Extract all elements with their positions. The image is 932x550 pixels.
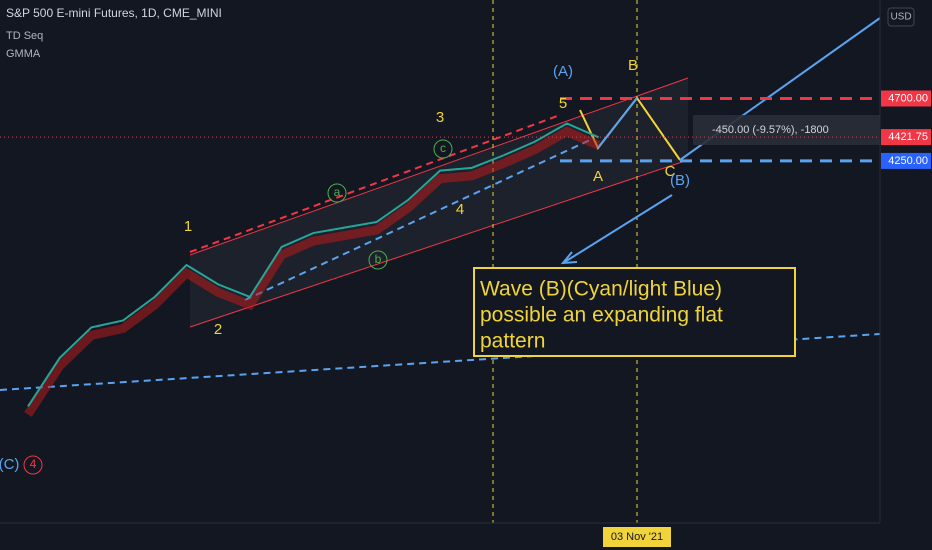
wave-b: [597, 97, 638, 149]
date-tag-label: 03 Nov '21: [611, 531, 663, 543]
marks: [0, 96, 880, 417]
wave-label: c: [440, 141, 446, 155]
wave-label: b: [375, 252, 382, 266]
arrow-head: [560, 251, 578, 265]
dashed-support: [244, 139, 591, 301]
wave-circle: [23, 455, 43, 475]
dashed-top: [189, 114, 561, 253]
wave-label: 1: [184, 218, 192, 235]
indicator: GMMA: [6, 48, 41, 60]
price-tag-label: 4250.00: [888, 155, 928, 167]
price-tag: [881, 152, 931, 169]
wave-circle: [368, 250, 388, 270]
drawings: [0, 0, 881, 523]
note-line: pattern: [480, 330, 545, 353]
channel-top: [189, 77, 689, 256]
note-line: possible an expanding flat: [480, 304, 723, 327]
wave-label: (C): [0, 456, 19, 473]
x-axis-strip: [0, 523, 932, 550]
wave-label: (A): [553, 63, 573, 80]
price-tag: [881, 129, 931, 146]
wave-label: 4: [456, 201, 464, 218]
annotations: -450.00 (-9.57%), -1800 1 2 3 4 5 a b c A B C (A) (B)…: [0, 57, 829, 475]
wave-label: a: [334, 185, 341, 199]
wave-label: C: [665, 163, 676, 180]
currency-box: [887, 7, 915, 27]
currency: USD: [890, 12, 911, 23]
gmma-band: [24, 126, 601, 417]
channel-bottom: [189, 159, 689, 328]
wave-label: 5: [559, 95, 567, 112]
wave-label: 2: [214, 321, 222, 338]
date-tag: [603, 527, 671, 547]
wave-label: A: [593, 168, 603, 185]
wave-label: 3: [436, 109, 444, 126]
wave-label: 4: [30, 457, 37, 471]
price-tag: [881, 90, 931, 107]
chart-title: S&P 500 E-mini Futures, 1D, CME_MINI: [6, 6, 222, 20]
note-box: [473, 267, 796, 357]
price-tag-label: 4421.75: [888, 131, 928, 143]
price-tag-label: 4700.00: [888, 92, 928, 104]
arrow: [562, 194, 673, 264]
note-line: Wave (B)(Cyan/light Blue): [480, 278, 722, 301]
indicator: TD Seq: [6, 30, 43, 42]
measure-label: -450.00 (-9.57%), -1800: [712, 124, 829, 136]
channel-fill: [190, 78, 688, 327]
wave-circle: [433, 139, 453, 159]
wave-circle: [327, 183, 347, 203]
overlay: 4700.00 4421.75 4250.00 03 Nov '21: [603, 90, 931, 547]
y-axis-strip: [880, 0, 932, 550]
measure-box: [693, 115, 880, 145]
wave-label: B: [628, 57, 638, 74]
wave-label: (B): [670, 172, 690, 189]
price-line: [27, 122, 600, 408]
